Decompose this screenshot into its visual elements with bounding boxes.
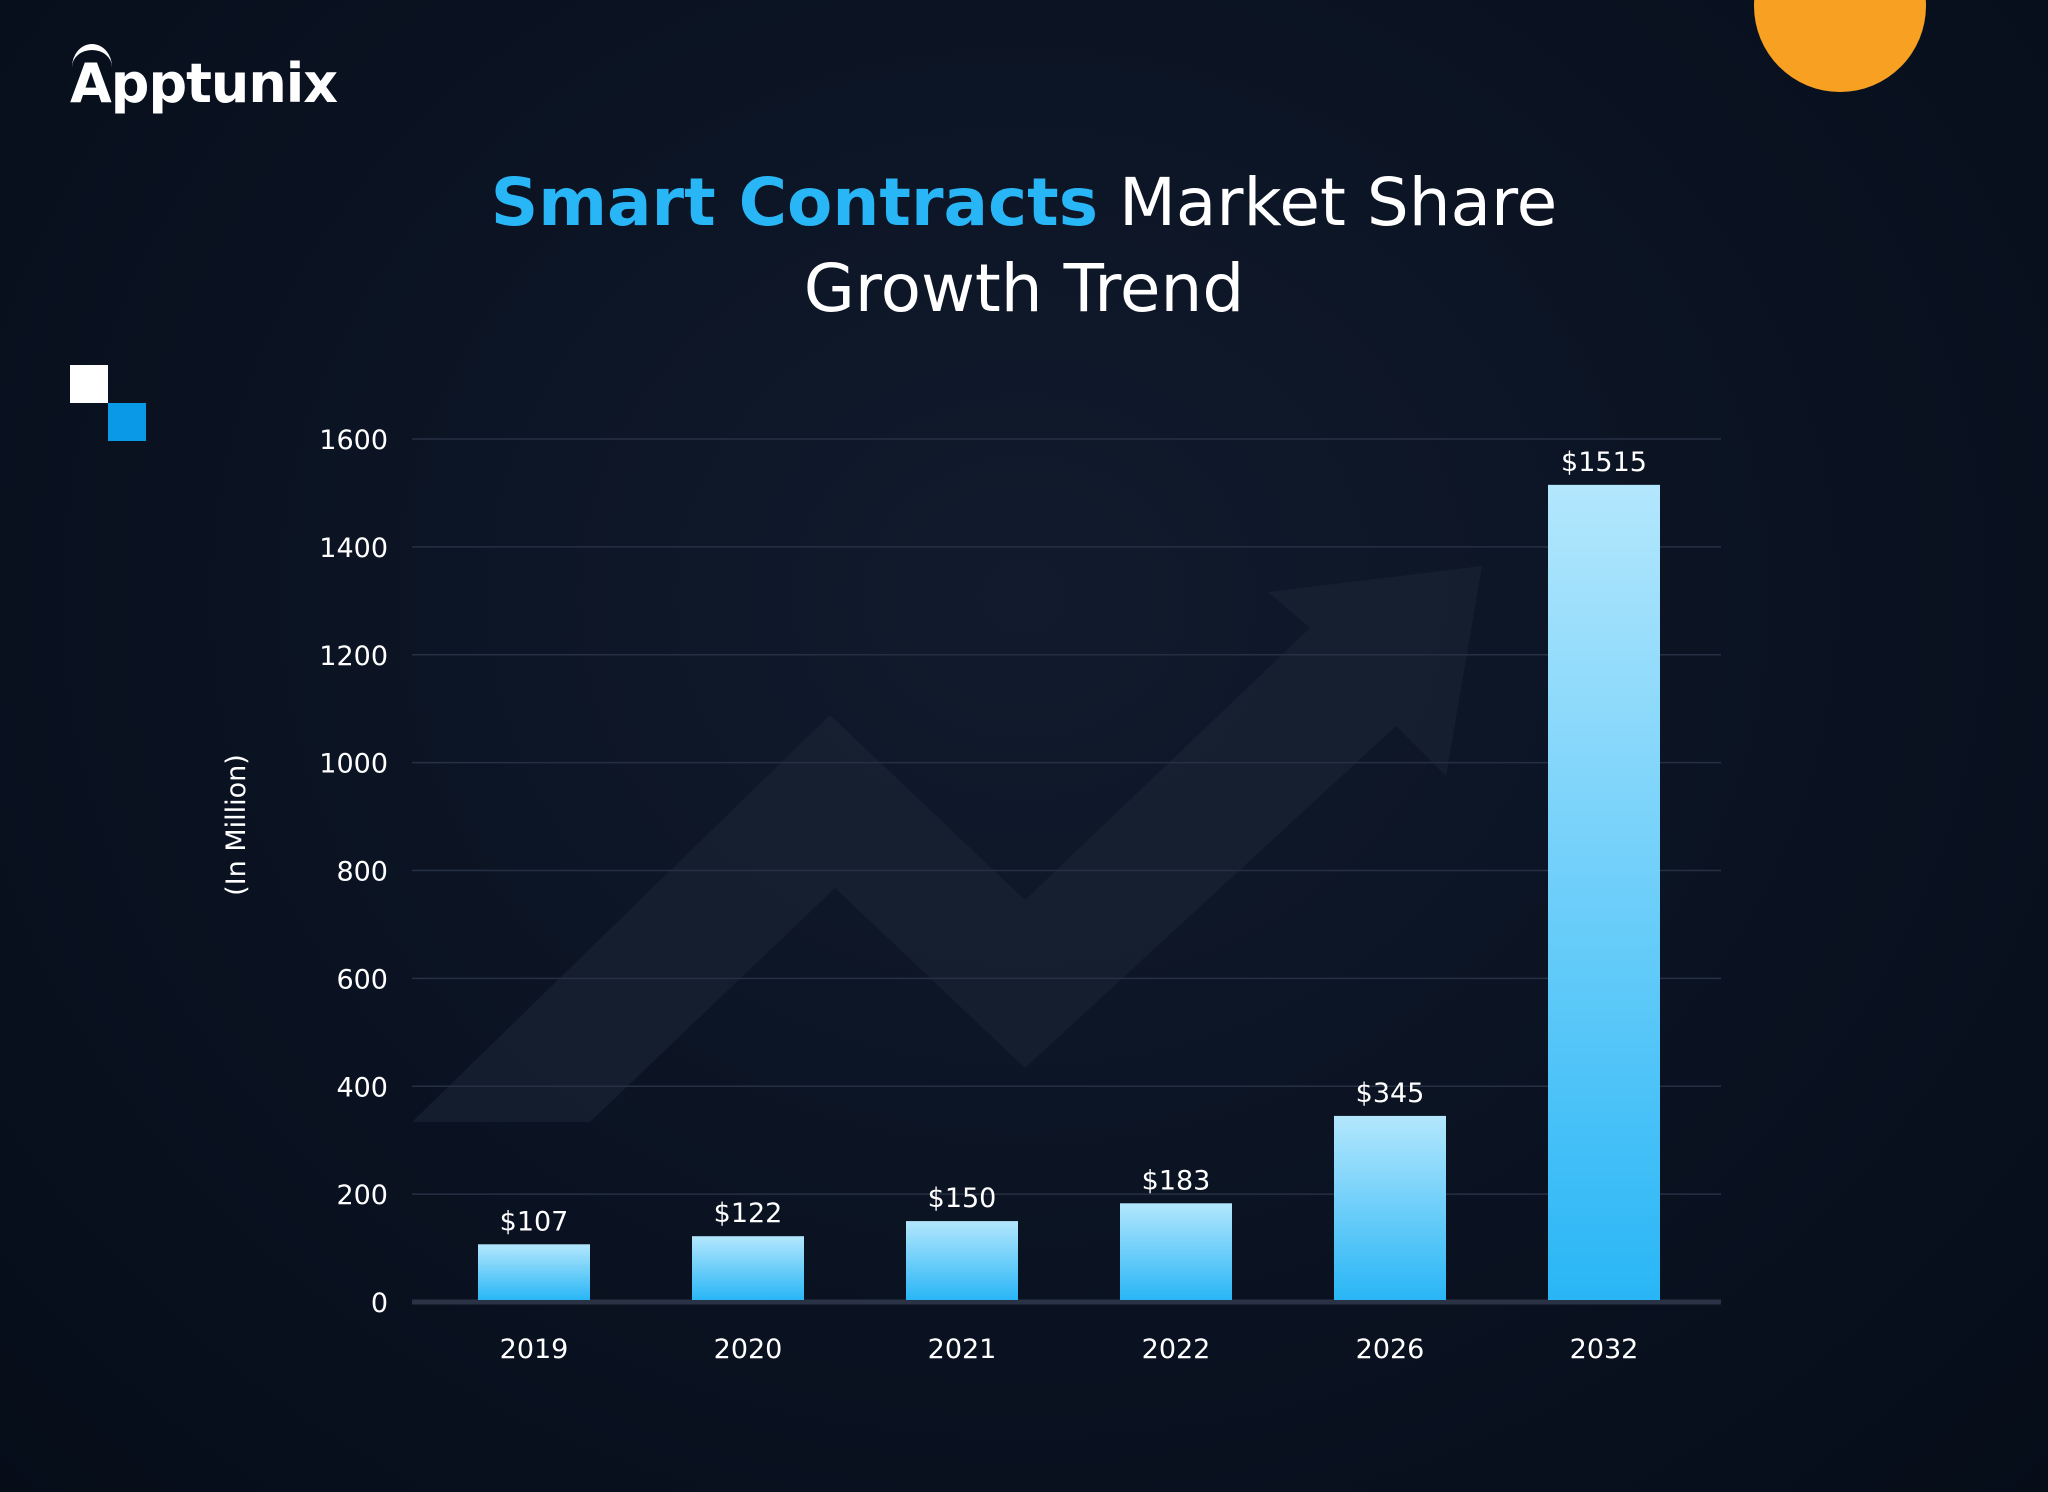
y-tick-label: 1000 <box>319 749 388 780</box>
x-tick-label: 2021 <box>928 1334 997 1365</box>
x-tick-label: 2019 <box>500 1334 569 1365</box>
brand-logo: Apptunix <box>70 52 338 115</box>
y-tick-label: 1600 <box>319 425 388 456</box>
data-label: $122 <box>714 1198 783 1229</box>
bar-2022 <box>1120 1203 1232 1300</box>
logo-arc-icon <box>72 44 112 90</box>
y-tick-label: 1200 <box>319 641 388 672</box>
title-highlight: Smart Contracts <box>490 164 1098 241</box>
y-tick-label: 800 <box>336 857 388 888</box>
bar-2026 <box>1334 1115 1446 1300</box>
title-line2: Growth Trend <box>803 250 1245 327</box>
y-tick-label: 200 <box>336 1180 388 1211</box>
y-tick-label: 400 <box>336 1072 388 1103</box>
white-square-decoration <box>70 365 108 403</box>
x-tick-label: 2020 <box>714 1334 783 1365</box>
y-tick-label: 0 <box>371 1288 388 1319</box>
trend-arrow-decoration <box>412 566 1482 1122</box>
bar-2020 <box>692 1236 804 1300</box>
y-axis-label: (In Million) <box>221 754 252 896</box>
y-tick-label: 1400 <box>319 533 388 564</box>
data-label: $1515 <box>1561 447 1647 478</box>
y-tick-label: 600 <box>336 964 388 995</box>
data-label: $107 <box>500 1206 569 1237</box>
blue-square-decoration <box>108 403 146 441</box>
bar-2032 <box>1548 484 1660 1300</box>
chart-title: Smart Contracts Market Share Growth Tren… <box>0 160 2048 332</box>
bar-2019 <box>478 1244 590 1300</box>
data-label: $345 <box>1356 1078 1425 1109</box>
data-label: $150 <box>928 1183 997 1214</box>
x-tick-label: 2032 <box>1570 1334 1639 1365</box>
x-tick-label: 2022 <box>1142 1334 1211 1365</box>
data-label: $183 <box>1142 1165 1211 1196</box>
bar-2021 <box>906 1221 1018 1300</box>
title-rest: Market Share <box>1118 164 1558 241</box>
x-tick-label: 2026 <box>1356 1334 1425 1365</box>
